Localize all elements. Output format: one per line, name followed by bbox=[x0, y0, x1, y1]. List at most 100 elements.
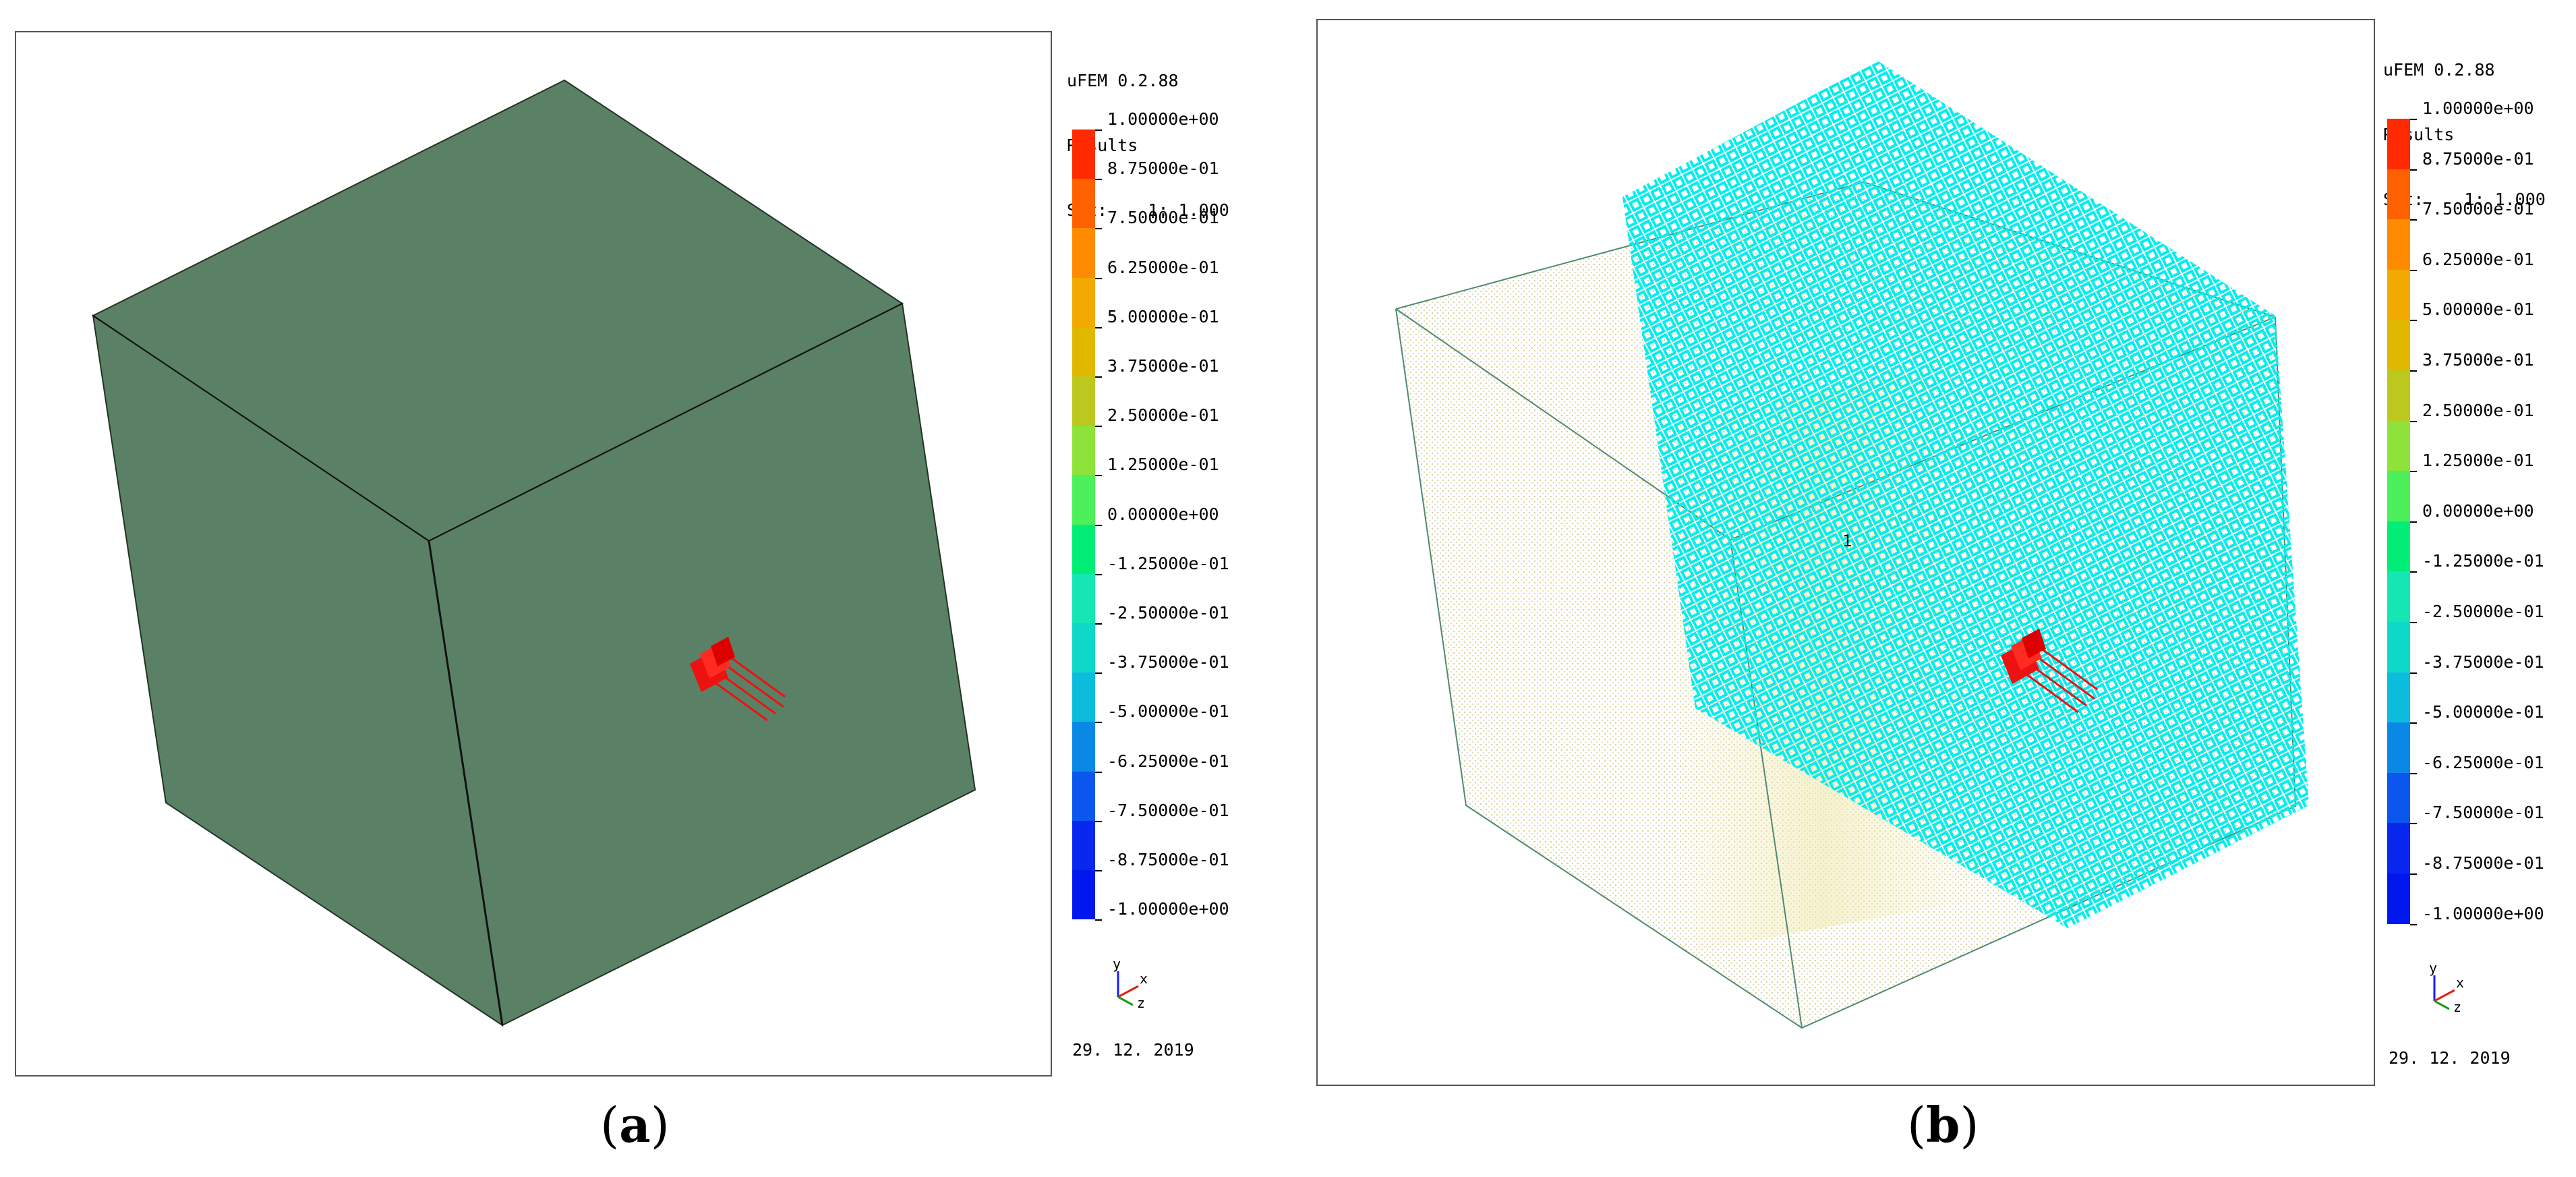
legend-tick bbox=[1095, 130, 1102, 131]
legend-tick bbox=[2410, 219, 2417, 221]
legend-tick bbox=[1095, 524, 1102, 526]
legend-swatch bbox=[2387, 119, 2410, 169]
axis-y-label: y bbox=[1113, 956, 1121, 972]
legend-swatch bbox=[2387, 772, 2410, 824]
panel-b: 1 uFEM 0.2.88 Results Set: 1: 1.000 1.00… bbox=[1308, 0, 2576, 1177]
legend-label: -1.25000e-01 bbox=[1107, 553, 1229, 573]
legend-label: -8.75000e-01 bbox=[2422, 853, 2544, 873]
legend-swatch bbox=[1072, 130, 1095, 179]
legend-tick bbox=[1095, 672, 1102, 674]
node-label: 1 bbox=[1842, 532, 1852, 550]
mesh-plane-right bbox=[1695, 316, 2309, 928]
legend-label: -2.50000e-01 bbox=[2422, 602, 2544, 621]
legend-swatch bbox=[1072, 277, 1095, 327]
legend-label: -1.25000e-01 bbox=[2422, 551, 2544, 571]
legend-swatch bbox=[1072, 771, 1095, 821]
legend-swatch bbox=[2387, 370, 2410, 421]
legend-label: 8.75000e-01 bbox=[1107, 159, 1219, 179]
legend-tick bbox=[1095, 573, 1102, 575]
legend-tick bbox=[2410, 471, 2417, 473]
legend-tick bbox=[1095, 376, 1102, 378]
legend-label: 5.00000e-01 bbox=[2422, 299, 2534, 320]
legend-label: 3.75000e-01 bbox=[2422, 350, 2534, 370]
legend-swatch bbox=[1072, 722, 1095, 772]
legend-swatch bbox=[2387, 722, 2410, 773]
legend-tick bbox=[1095, 919, 1102, 921]
legend-tick bbox=[1095, 228, 1102, 230]
legend-label: 2.50000e-01 bbox=[1107, 405, 1219, 426]
legend-swatch bbox=[2387, 672, 2410, 723]
legend-swatch bbox=[1072, 426, 1095, 476]
legend-label: 7.50000e-01 bbox=[2422, 199, 2534, 219]
axis-z-label: z bbox=[2453, 999, 2461, 1014]
legend-label: -8.75000e-01 bbox=[1107, 850, 1229, 869]
axis-x-label: x bbox=[1140, 971, 1148, 987]
mesh-plane-vertical bbox=[1622, 197, 2019, 708]
legend-tick bbox=[2410, 923, 2417, 925]
legend-swatch bbox=[1072, 672, 1095, 722]
legend-swatch bbox=[2387, 169, 2410, 220]
axis-y-label: y bbox=[2429, 960, 2437, 976]
legend-swatch bbox=[2387, 622, 2410, 672]
legend-tick bbox=[1095, 820, 1102, 822]
caption-letter-b: b bbox=[1926, 1096, 1960, 1153]
legend-swatch bbox=[2387, 823, 2410, 873]
legend-tick bbox=[1095, 475, 1102, 477]
legend-swatch bbox=[2387, 521, 2410, 572]
legend-label: 0.00000e+00 bbox=[1107, 504, 1219, 524]
legend-label: 7.50000e-01 bbox=[1107, 208, 1219, 228]
legend-swatch bbox=[2387, 571, 2410, 622]
legend-tick bbox=[1095, 722, 1102, 724]
legend-label: 6.25000e-01 bbox=[1107, 257, 1219, 277]
axis-triad-b: y x z bbox=[2422, 960, 2490, 1017]
legend-label: -6.25000e-01 bbox=[1107, 751, 1229, 771]
legend-tick bbox=[2410, 722, 2417, 724]
legend-label: 8.75000e-01 bbox=[2422, 148, 2534, 169]
legend-tick bbox=[2410, 169, 2417, 171]
legend-swatch bbox=[2387, 320, 2410, 370]
legend-label: -1.00000e+00 bbox=[1107, 899, 1229, 919]
app-version: uFEM 0.2.88 bbox=[1067, 71, 1179, 90]
legend-tick bbox=[1095, 426, 1102, 428]
load-marker-a bbox=[690, 637, 786, 722]
legend-tick bbox=[2410, 320, 2417, 322]
legend-tick bbox=[1095, 179, 1102, 181]
legend-label: 6.25000e-01 bbox=[2422, 249, 2534, 269]
legend-swatch bbox=[2387, 219, 2410, 270]
axis-x-label: x bbox=[2456, 975, 2464, 991]
legend-swatch bbox=[2387, 471, 2410, 521]
legend-swatch bbox=[1072, 179, 1095, 229]
legend-label: -7.50000e-01 bbox=[1107, 800, 1229, 820]
date-stamp-a: 29. 12. 2019 bbox=[1072, 1040, 1194, 1060]
model-view-b: 1 bbox=[1395, 61, 2309, 1029]
legend-tick bbox=[2410, 873, 2417, 875]
model-view-a bbox=[92, 79, 976, 1027]
legend-tick bbox=[2410, 521, 2417, 523]
legend-label: 1.25000e-01 bbox=[2422, 451, 2534, 471]
legend-label: 1.00000e+00 bbox=[2422, 98, 2534, 118]
legend-label: -3.75000e-01 bbox=[1107, 652, 1229, 672]
legend-swatch bbox=[2387, 873, 2410, 924]
legend-swatch bbox=[1072, 623, 1095, 673]
date-stamp-b: 29. 12. 2019 bbox=[2389, 1048, 2511, 1068]
load-marker-b bbox=[2001, 629, 2098, 714]
legend-label: -3.75000e-01 bbox=[2422, 652, 2544, 672]
legend-tick bbox=[1095, 771, 1102, 773]
legend-swatch bbox=[1072, 228, 1095, 278]
viewport-b[interactable]: 1 bbox=[1316, 19, 2375, 1086]
legend-tick bbox=[1095, 277, 1102, 279]
legend-tick bbox=[1095, 870, 1102, 871]
legend-swatch bbox=[2387, 420, 2410, 471]
legend-swatch bbox=[1072, 524, 1095, 574]
legend-label: -5.00000e-01 bbox=[2422, 702, 2544, 722]
legend-tick bbox=[1095, 623, 1102, 625]
axis-triad-a: y x z bbox=[1106, 956, 1173, 1013]
legend-tick bbox=[2410, 420, 2417, 422]
viewport-a[interactable] bbox=[15, 31, 1052, 1076]
caption-a: (a) bbox=[600, 1096, 670, 1153]
legend-swatch bbox=[2387, 269, 2410, 320]
legend-label: 2.50000e-01 bbox=[2422, 400, 2534, 420]
legend-swatch bbox=[1072, 326, 1095, 376]
caption-letter-a: a bbox=[619, 1096, 651, 1153]
legend-label: -2.50000e-01 bbox=[1107, 603, 1229, 623]
